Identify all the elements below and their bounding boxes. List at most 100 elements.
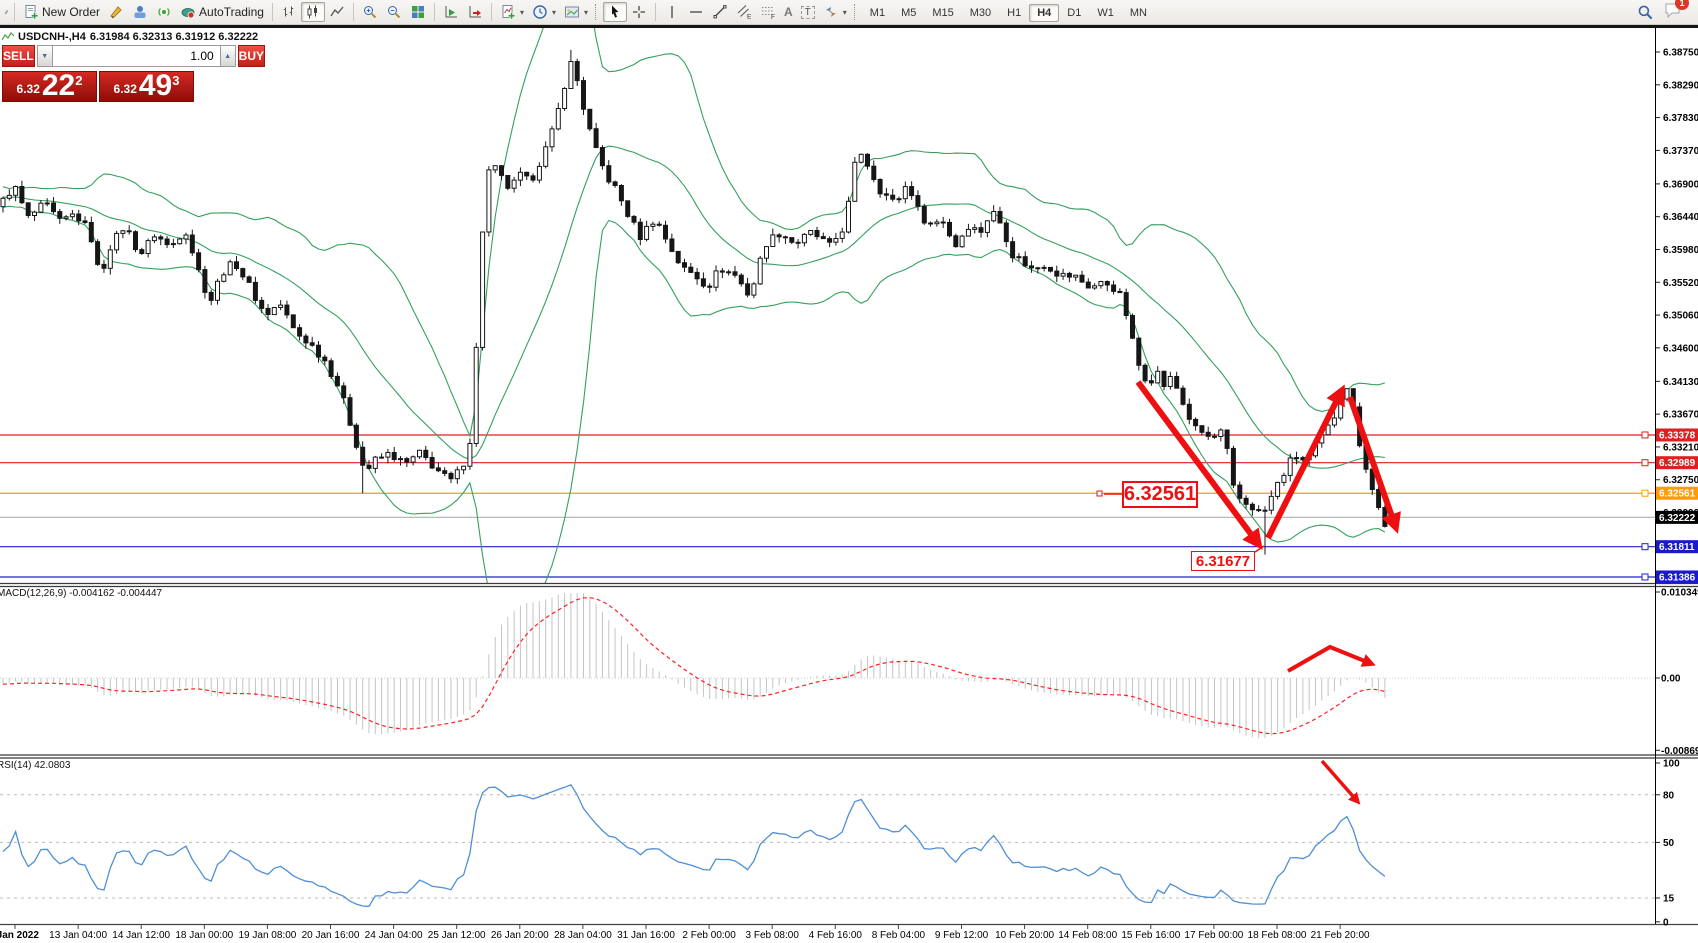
new-order-button[interactable]: New Order [19, 2, 104, 22]
templates-button[interactable]: ▾ [560, 2, 592, 22]
svg-text:6.34600: 6.34600 [1663, 343, 1698, 354]
toolbar-grip [595, 4, 600, 20]
line-chart-button[interactable] [325, 2, 349, 22]
svg-text:80: 80 [1663, 790, 1675, 801]
periods-button[interactable]: ▾ [528, 2, 560, 22]
bar-chart-icon [283, 6, 294, 17]
svg-text:6.38750: 6.38750 [1663, 48, 1698, 59]
timeframe-h1[interactable]: H1 [1007, 7, 1022, 19]
signals-button[interactable] [152, 2, 176, 22]
one-click-trading-panel: SELL ▼ ▲ BUY 6.32 22 2 6.32 49 3 [2, 45, 266, 102]
clipped-icon [4, 9, 9, 15]
market-icon [134, 6, 146, 18]
text-label-tool-button[interactable]: T [797, 2, 819, 22]
auto-scroll-button[interactable] [439, 2, 463, 22]
candles-layer [0, 49, 1388, 555]
rsi-layer [0, 794, 1655, 899]
chart-shift-button[interactable] [463, 2, 487, 22]
macd-layer [0, 593, 1655, 739]
notifications-button[interactable]: 1 [1664, 0, 1689, 23]
svg-text:26 Jan 20:00: 26 Jan 20:00 [491, 930, 549, 941]
sell-button[interactable]: SELL [2, 45, 35, 67]
tile-windows-button[interactable] [406, 2, 430, 22]
svg-text:F: F [771, 14, 775, 20]
autotrading-button[interactable]: AutoTrading [176, 2, 268, 22]
chart-shift-icon [469, 6, 481, 18]
buy-button[interactable]: BUY [237, 45, 266, 67]
candlestick-chart-button[interactable] [300, 2, 325, 22]
svg-text:19 Jan 08:00: 19 Jan 08:00 [238, 930, 296, 941]
periods-dropdown-caret[interactable]: ▾ [551, 7, 556, 17]
svg-text:6.34130: 6.34130 [1663, 377, 1698, 388]
text-tool-label: A [784, 5, 793, 19]
price-annotation-upper[interactable]: 6.32561 [1122, 481, 1198, 508]
svg-text:6.36440: 6.36440 [1663, 212, 1698, 223]
svg-text:0.010349: 0.010349 [1661, 587, 1698, 598]
separator [655, 3, 656, 21]
svg-text:0: 0 [1663, 917, 1669, 928]
svg-text:E: E [747, 14, 752, 21]
fibonacci-button[interactable]: F [756, 2, 780, 22]
volume-input[interactable] [52, 45, 220, 67]
trendline-button[interactable] [708, 2, 732, 22]
timeframe-w1[interactable]: W1 [1097, 7, 1114, 19]
volume-increase-button[interactable]: ▲ [219, 45, 236, 67]
svg-text:50: 50 [1663, 838, 1675, 849]
timeframe-m15[interactable]: M15 [932, 7, 954, 19]
chart-ohlc-values: 6.31984 6.32313 6.31912 6.32222 [89, 31, 259, 43]
market-button[interactable] [128, 2, 152, 22]
indicators-button[interactable]: ▾ [496, 2, 528, 22]
templates-dropdown-caret[interactable]: ▾ [583, 7, 588, 17]
svg-text:18 Feb 08:00: 18 Feb 08:00 [1248, 930, 1307, 941]
buy-price-display[interactable]: 6.32 49 3 [99, 71, 194, 102]
timeframe-d1[interactable]: D1 [1067, 7, 1082, 19]
svg-text:14 Feb 08:00: 14 Feb 08:00 [1058, 930, 1117, 941]
svg-text:6.33670: 6.33670 [1663, 410, 1698, 421]
metaeditor-button[interactable] [104, 2, 128, 22]
sell-price-sup: 2 [75, 73, 83, 88]
svg-text:100: 100 [1663, 759, 1680, 770]
svg-text:15: 15 [1663, 893, 1675, 904]
text-tool-button[interactable]: A [780, 2, 797, 22]
timeframe-mn[interactable]: MN [1129, 7, 1147, 19]
timeframe-m1[interactable]: M1 [869, 7, 886, 19]
arrows-dropdown-caret[interactable]: ▾ [842, 7, 847, 17]
svg-text:6.32561: 6.32561 [1659, 489, 1696, 500]
vertical-line-icon [671, 6, 673, 18]
zoom-out-button[interactable] [382, 2, 406, 22]
chart-symbol-icon [2, 32, 14, 41]
separator [271, 3, 273, 21]
vertical-line-button[interactable] [660, 2, 684, 22]
svg-text:6.35980: 6.35980 [1663, 245, 1698, 256]
timeframe-m30[interactable]: M30 [969, 7, 992, 19]
bollinger-bands-layer [2, 28, 1386, 583]
hlines-layer [0, 431, 1655, 581]
cursor-button[interactable] [603, 2, 627, 22]
periods-clock-icon [533, 5, 547, 19]
bar-chart-button[interactable] [277, 2, 301, 22]
svg-text:28 Jan 04:00: 28 Jan 04:00 [554, 930, 612, 941]
arrows-tool-button[interactable]: ▾ [819, 2, 851, 22]
horizontal-line-button[interactable] [684, 2, 708, 22]
zoom-in-button[interactable] [358, 2, 382, 22]
separator [490, 3, 492, 21]
svg-text:2 Feb 00:00: 2 Feb 00:00 [682, 930, 736, 941]
sell-price-display[interactable]: 6.32 22 2 [2, 71, 97, 102]
price-annotation-lower[interactable]: 6.31677 [1191, 551, 1255, 571]
notification-badge: 1 [1675, 0, 1689, 10]
search-icon[interactable] [1637, 4, 1654, 21]
svg-text:. Jan 2022: . Jan 2022 [0, 930, 39, 941]
signals-icon [158, 8, 170, 16]
toolbar-right-group: 1 [1637, 0, 1696, 23]
svg-text:9 Feb 12:00: 9 Feb 12:00 [935, 930, 989, 941]
channel-button[interactable]: E [732, 2, 756, 22]
svg-text:6.37830: 6.37830 [1663, 113, 1698, 124]
volume-decrease-button[interactable]: ▼ [36, 45, 53, 67]
fibonacci-icon: F [762, 7, 775, 20]
crosshair-button[interactable] [627, 2, 651, 22]
timeframe-m5[interactable]: M5 [901, 7, 917, 19]
indicators-dropdown-caret[interactable]: ▾ [519, 7, 524, 17]
svg-text:6.35060: 6.35060 [1663, 311, 1698, 322]
timeframe-h4[interactable]: H4 [1029, 4, 1060, 22]
